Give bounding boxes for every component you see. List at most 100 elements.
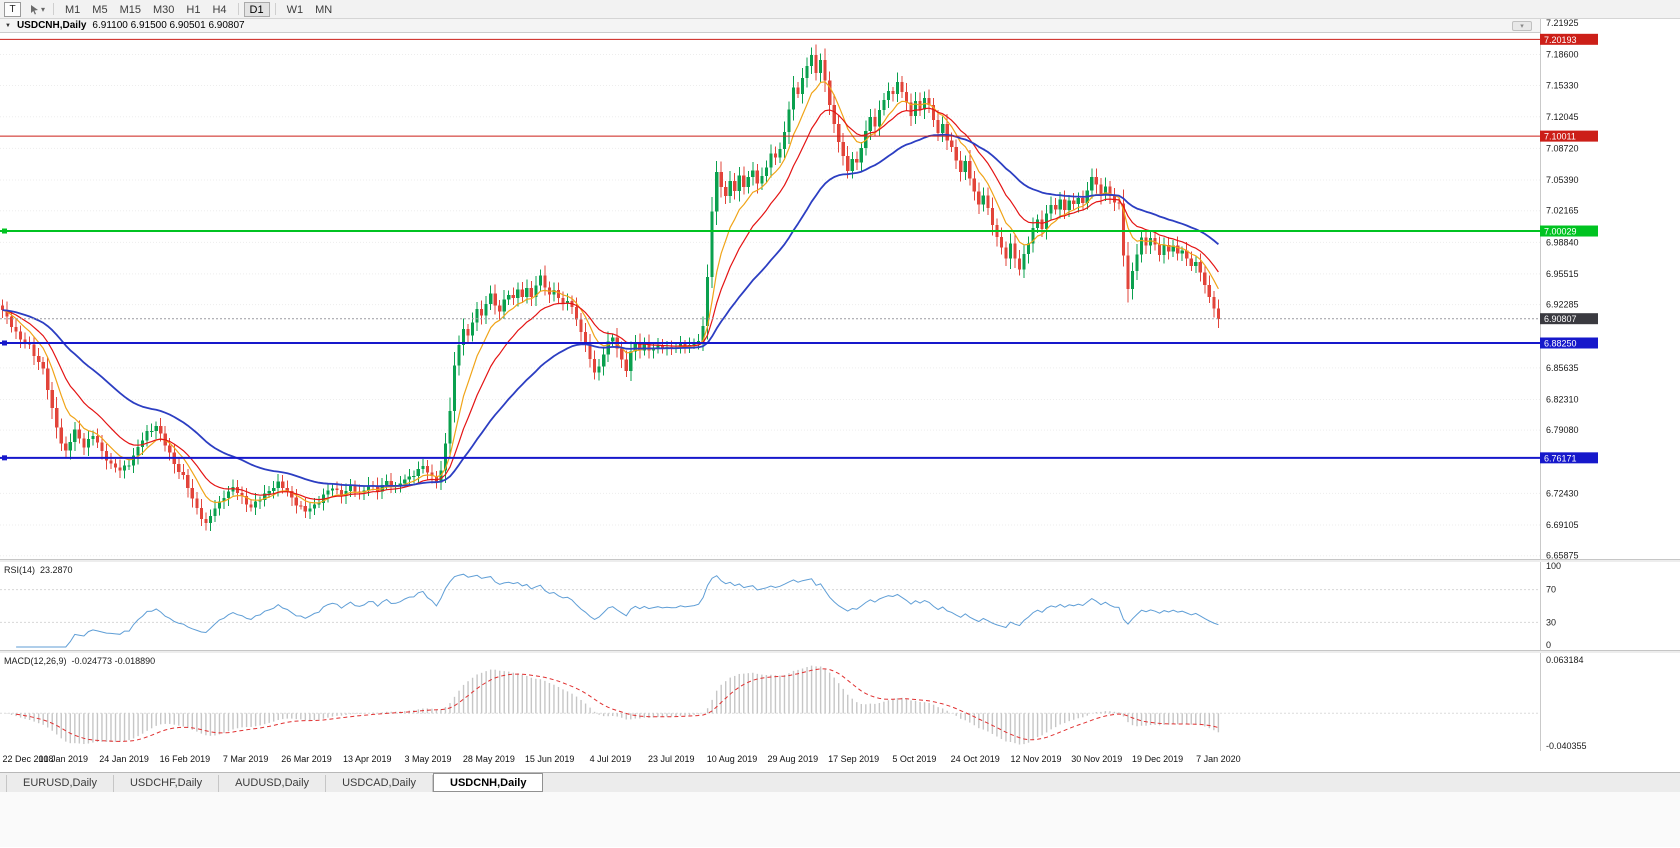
date-label: 28 May 2019 (462, 754, 515, 764)
timeframe-button-mn[interactable]: MN (315, 3, 333, 16)
pane-splitter[interactable] (0, 559, 1680, 562)
price-scale-button[interactable]: ▾ (1512, 21, 1532, 31)
candle (769, 153, 773, 168)
candle (660, 345, 665, 349)
symbol-tab-eurusd[interactable]: EURUSD,Daily (6, 775, 114, 792)
candle (656, 345, 660, 348)
line-handle (2, 228, 7, 234)
svg-text:6.95515: 6.95515 (1546, 269, 1579, 279)
candle (407, 476, 411, 480)
date-label: 23 Jul 2019 (647, 754, 695, 764)
candle (195, 498, 199, 508)
candle (1148, 238, 1153, 246)
timeframe-button-h1[interactable]: H1 (186, 3, 201, 16)
candle (959, 160, 963, 172)
symbol-tab-usdcnh[interactable]: USDCNH,Daily (433, 773, 544, 792)
candle (791, 87, 796, 110)
candle (412, 476, 416, 478)
candle (64, 443, 68, 451)
rsi-indicator-pane[interactable]: 100 70 30 0 (0, 562, 1680, 650)
timeframe-button-d1[interactable]: D1 (243, 1, 270, 17)
symbol-tab-usdcad[interactable]: USDCAD,Daily (326, 775, 434, 792)
cursor-tool-button[interactable]: ▾ (26, 2, 48, 17)
candle (86, 439, 90, 448)
top-toolbar: T ▾ M1 M5 M15 M30 H1 H4 D1 W1 MN (0, 0, 1680, 19)
candle (1008, 243, 1013, 259)
candle (186, 474, 190, 489)
candle (348, 486, 353, 491)
candle (755, 170, 759, 184)
candle (1049, 204, 1053, 214)
chevron-down-icon: ▾ (41, 4, 46, 14)
date-label: 13 Apr 2019 (342, 754, 392, 764)
candle (199, 507, 203, 519)
candle (746, 177, 750, 187)
one-click-trading-icon[interactable]: ▼ (5, 22, 11, 29)
date-label: 12 Nov 2019 (1010, 754, 1062, 764)
macd-indicator-pane[interactable]: 0.063184 -0.040355 (0, 653, 1680, 751)
candle (529, 287, 533, 298)
candle (565, 300, 570, 304)
date-label: 24 Oct 2019 (950, 754, 1000, 764)
main-price-chart[interactable]: 7.21925 7.18600 7.15330 7.12045 7.08720 7.053… (0, 19, 1680, 559)
timeframe-button-w1[interactable]: W1 (286, 3, 304, 16)
candle (46, 368, 50, 390)
chart-header: ▼ USDCNH,Daily 6.91100 6.91500 6.90501 6… (0, 19, 1540, 33)
candle (181, 471, 185, 475)
svg-text:7.05390: 7.05390 (1546, 175, 1579, 185)
time-axis[interactable]: 22 Dec 2018 10 Jan 2019 24 Jan 2019 16 Feb … (0, 751, 1680, 767)
candle (1013, 243, 1017, 259)
candle (1090, 176, 1094, 191)
macd-signal-line (16, 668, 1219, 742)
line-handle (2, 455, 7, 461)
candle (217, 501, 222, 509)
candle (267, 491, 271, 494)
candle (941, 123, 945, 133)
candle (299, 505, 303, 507)
price-badge (1540, 313, 1598, 325)
candle (579, 319, 583, 333)
candle (204, 518, 208, 523)
candle (954, 147, 958, 161)
candle (55, 408, 59, 428)
candle (574, 307, 579, 320)
candle (32, 344, 36, 357)
candle (127, 465, 131, 467)
timeframe-button-m5[interactable]: M5 (92, 3, 108, 16)
candle (1004, 247, 1008, 259)
text-tool-button[interactable]: T (4, 1, 21, 17)
candle (1171, 245, 1175, 252)
candle (285, 487, 289, 492)
symbol-tab-audusd[interactable]: AUDUSD,Daily (219, 775, 327, 792)
candle (308, 508, 312, 512)
symbol-tab-usdchf[interactable]: USDCHF,Daily (114, 775, 220, 792)
candle (222, 498, 226, 502)
candle (859, 148, 863, 163)
candle (972, 178, 976, 192)
svg-text:7.00029: 7.00029 (1544, 227, 1577, 237)
candle (999, 237, 1004, 248)
candle (841, 142, 845, 156)
timeframe-button-m1[interactable]: M1 (65, 3, 81, 16)
candle (642, 343, 646, 351)
candle (1198, 262, 1202, 273)
candle (23, 339, 27, 343)
date-label: 3 May 2019 (404, 754, 452, 764)
ma-line-16 (2, 107, 1219, 501)
candle (470, 322, 475, 336)
candle (249, 504, 253, 508)
candle (1026, 243, 1031, 255)
timeframe-button-m30[interactable]: M30 (152, 3, 175, 16)
svg-text:6.88250: 6.88250 (1544, 339, 1577, 349)
candle (733, 180, 737, 192)
candle (254, 501, 258, 508)
pane-splitter[interactable] (0, 650, 1680, 653)
candle (538, 275, 542, 286)
timeframe-button-h4[interactable]: H4 (212, 3, 227, 16)
timeframe-button-m15[interactable]: M15 (119, 3, 141, 16)
candle (168, 445, 172, 453)
candle (932, 105, 936, 120)
svg-text:30: 30 (1546, 617, 1556, 627)
macd-label: MACD(12,26,9) -0.024773 -0.018890 (4, 656, 160, 666)
